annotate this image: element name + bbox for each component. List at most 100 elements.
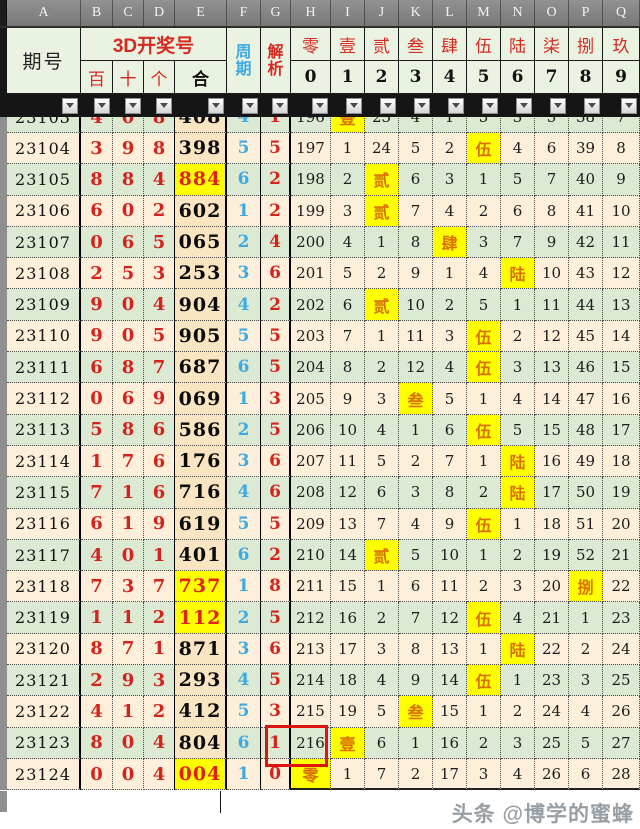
cell-digit-6[interactable]: 2 xyxy=(501,320,535,353)
cell-draw-digit-3[interactable]: 6 xyxy=(144,445,175,478)
cell-sum[interactable]: 412 xyxy=(175,696,227,728)
cell-digit-1[interactable]: 12 xyxy=(331,477,365,509)
cell-draw-digit-2[interactable]: 0 xyxy=(113,758,144,791)
cell-digit-7[interactable]: 21 xyxy=(535,602,569,634)
cell-digit-3[interactable]: 9 xyxy=(399,258,433,290)
cell-draw-digit-3[interactable]: 9 xyxy=(144,383,175,415)
cell-draw-digit-3[interactable]: 9 xyxy=(144,508,175,540)
cell-period[interactable]: 23104 xyxy=(7,133,81,165)
cell-digit-5[interactable]: 5 xyxy=(467,289,501,321)
cell-sum[interactable]: 408 xyxy=(175,117,227,133)
cell-digit-2[interactable]: 3 xyxy=(365,633,399,666)
cell-period[interactable]: 23115 xyxy=(7,477,81,509)
cell-digit-3-hit[interactable]: 叁 xyxy=(399,696,433,728)
cell-digit-7[interactable]: 26 xyxy=(535,758,569,791)
cell-cycle[interactable]: 5 xyxy=(227,133,261,165)
cell-analysis[interactable]: 5 xyxy=(261,602,291,634)
column-letter-F[interactable]: F xyxy=(227,0,261,26)
cell-digit-5[interactable]: 1 xyxy=(467,696,501,728)
cell-digit-9[interactable]: 21 xyxy=(603,539,640,572)
cell-digit-4[interactable]: 16 xyxy=(433,727,467,759)
cell-period[interactable]: 23113 xyxy=(7,414,81,446)
cell-cycle[interactable]: 3 xyxy=(227,445,261,478)
cell-draw-digit-2[interactable]: 6 xyxy=(113,226,144,259)
cell-digit-9[interactable]: 16 xyxy=(603,383,640,415)
cell-digit-8[interactable]: 46 xyxy=(569,352,603,384)
cell-digit-4[interactable]: 7 xyxy=(433,445,467,478)
column-letter-J[interactable]: J xyxy=(365,0,399,26)
cell-draw-digit-3[interactable]: 6 xyxy=(144,477,175,509)
cell-cycle[interactable]: 4 xyxy=(227,477,261,509)
cell-analysis[interactable]: 2 xyxy=(261,539,291,572)
cell-analysis[interactable]: 5 xyxy=(261,320,291,353)
filter-dropdown-L[interactable] xyxy=(448,97,464,114)
cell-draw-digit-2[interactable]: 1 xyxy=(113,508,144,540)
cell-digit-3[interactable]: 5 xyxy=(399,133,433,165)
cell-digit-7[interactable]: 17 xyxy=(535,477,569,509)
filter-dropdown-I[interactable] xyxy=(346,97,362,114)
cell-analysis[interactable]: 5 xyxy=(261,133,291,165)
cell-cycle[interactable]: 1 xyxy=(227,383,261,415)
cell-digit-0[interactable]: 205 xyxy=(291,383,331,415)
cell-digit-4[interactable]: 1 xyxy=(433,258,467,290)
cell-digit-0[interactable]: 197 xyxy=(291,133,331,165)
cell-analysis[interactable]: 1 xyxy=(261,117,291,133)
filter-dropdown-Q[interactable] xyxy=(621,97,637,114)
cell-digit-8[interactable]: 42 xyxy=(569,226,603,259)
cell-digit-3[interactable]: 6 xyxy=(399,164,433,196)
cell-sum[interactable]: 619 xyxy=(175,508,227,540)
cell-sum[interactable]: 737 xyxy=(175,571,227,603)
cell-digit-9[interactable]: 26 xyxy=(603,696,640,728)
cell-draw-digit-3[interactable]: 1 xyxy=(144,539,175,572)
cell-draw-digit-1[interactable]: 1 xyxy=(81,602,113,634)
cell-draw-digit-2[interactable]: 8 xyxy=(113,352,144,384)
cell-digit-1[interactable]: 3 xyxy=(331,195,365,227)
cell-digit-2[interactable]: 2 xyxy=(365,258,399,290)
cell-digit-2[interactable]: 7 xyxy=(365,758,399,791)
cell-period[interactable]: 23122 xyxy=(7,696,81,728)
cell-cycle[interactable]: 6 xyxy=(227,727,261,759)
cell-digit-9[interactable]: 24 xyxy=(603,633,640,666)
cell-sum[interactable]: 293 xyxy=(175,665,227,697)
cell-draw-digit-3[interactable]: 5 xyxy=(144,320,175,353)
cell-digit-4[interactable]: 17 xyxy=(433,758,467,791)
cell-digit-1[interactable]: 8 xyxy=(331,352,365,384)
cell-digit-6[interactable]: 2 xyxy=(501,539,535,572)
cell-sum[interactable]: 398 xyxy=(175,133,227,165)
cell-digit-4[interactable]: 5 xyxy=(433,383,467,415)
filter-dropdown-M[interactable] xyxy=(482,97,498,114)
cell-draw-digit-1[interactable]: 3 xyxy=(81,133,113,165)
cell-digit-6[interactable]: 3 xyxy=(501,117,535,133)
cell-digit-8[interactable]: 40 xyxy=(569,164,603,196)
cell-digit-4[interactable]: 12 xyxy=(433,602,467,634)
cell-digit-6[interactable]: 5 xyxy=(501,414,535,446)
filter-dropdown-N[interactable] xyxy=(516,97,532,114)
cell-digit-0[interactable]: 206 xyxy=(291,414,331,446)
cell-digit-6[interactable]: 1 xyxy=(501,508,535,540)
filter-dropdown-P[interactable] xyxy=(584,97,600,114)
cell-digit-7[interactable]: 12 xyxy=(535,320,569,353)
cell-analysis[interactable]: 2 xyxy=(261,195,291,227)
cell-digit-5-hit[interactable]: 伍 xyxy=(467,133,501,165)
cell-digit-8[interactable]: 39 xyxy=(569,133,603,165)
cell-digit-7[interactable]: 8 xyxy=(535,195,569,227)
cell-period[interactable]: 23121 xyxy=(7,665,81,697)
cell-digit-3[interactable]: 2 xyxy=(399,758,433,791)
cell-digit-9[interactable]: 8 xyxy=(603,133,640,165)
cell-digit-6-hit[interactable]: 陆 xyxy=(501,633,535,666)
cell-digit-7[interactable]: 11 xyxy=(535,289,569,321)
cell-digit-0[interactable]: 196 xyxy=(291,117,331,133)
column-letter-L[interactable]: L xyxy=(433,0,467,26)
filter-dropdown-F[interactable] xyxy=(242,97,258,114)
cell-sum[interactable]: 687 xyxy=(175,352,227,384)
cell-digit-8[interactable]: 3 xyxy=(569,665,603,697)
cell-draw-digit-1[interactable]: 0 xyxy=(81,383,113,415)
column-letter-M[interactable]: M xyxy=(467,0,501,26)
cell-digit-5[interactable]: 1 xyxy=(467,539,501,572)
cell-digit-1[interactable]: 11 xyxy=(331,445,365,478)
cell-digit-6[interactable]: 1 xyxy=(501,665,535,697)
cell-digit-4[interactable]: 1 xyxy=(433,117,467,133)
cell-digit-4[interactable]: 10 xyxy=(433,539,467,572)
cell-digit-7[interactable]: 22 xyxy=(535,633,569,666)
cell-digit-3[interactable]: 7 xyxy=(399,602,433,634)
